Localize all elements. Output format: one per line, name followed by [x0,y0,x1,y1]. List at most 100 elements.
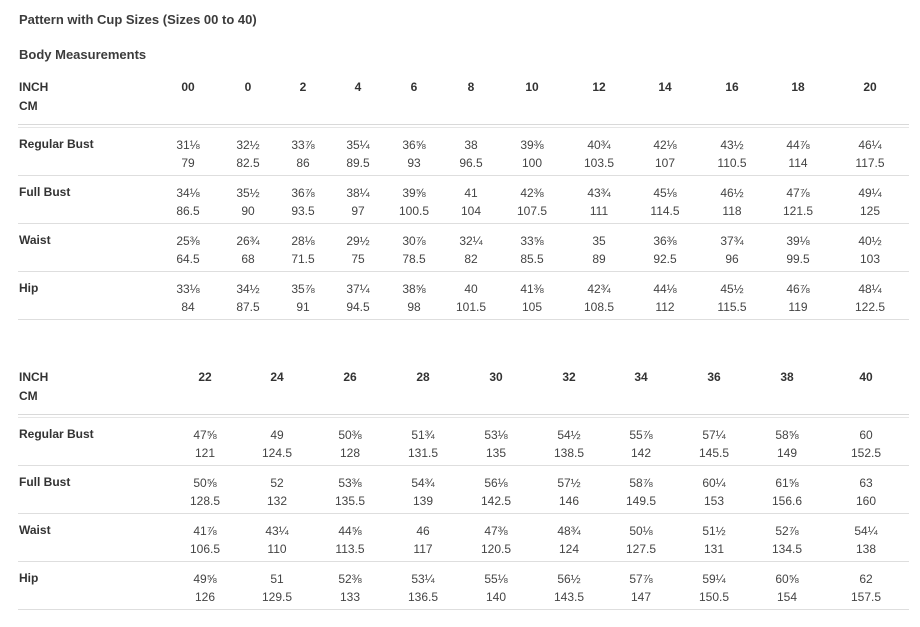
inch-value: 53⅜ [338,476,362,490]
cm-value: 105 [521,300,543,314]
cm-value: 107 [654,156,676,170]
cm-value: 125 [859,204,881,218]
measurement-cell: 47⅝ 121 [175,426,235,462]
cm-value: 153 [703,494,725,508]
measurement-cell: 36⅞ 93.5 [273,184,333,220]
measurement-cell: 63 160 [836,474,896,510]
measurement-cell: 51¾ 131.5 [393,426,453,462]
measurement-cell: 45½ 115.5 [702,280,762,316]
inch-value: 40½ [858,234,882,248]
cm-value: 82.5 [236,156,260,170]
table-header: INCH CM 22 24 26 28 30 32 34 36 38 40 [18,370,909,414]
inch-value: 51½ [702,524,726,538]
inch-value: 63 [859,476,873,490]
cm-value: 121.5 [782,204,814,218]
cm-value: 78.5 [402,252,426,266]
cm-value: 111 [589,204,609,218]
measurement-cell: 56½ 143.5 [539,570,599,606]
cm-value: 147 [630,590,652,604]
inch-value: 45⅛ [653,186,677,200]
cm-value: 152.5 [850,446,882,460]
inch-value: 60¼ [702,476,726,490]
measurement-cell: 42⅜ 107.5 [502,184,562,220]
inch-value: 43¼ [265,524,289,538]
cm-value: 149.5 [625,494,657,508]
cm-value: 128 [339,446,361,460]
inch-value: 47⅞ [786,186,810,200]
cm-value: 117.5 [855,156,885,170]
inch-value: 37¼ [346,282,370,296]
cm-value: 84 [181,300,195,314]
row-label: Hip [19,281,39,295]
size-header: 28 [416,370,430,384]
measurement-cell: 38¼ 97 [328,184,388,220]
inch-value: 52⅞ [775,524,799,538]
inch-value: 48¾ [557,524,581,538]
measurement-cell: 57½ 146 [539,474,599,510]
cm-value: 91 [296,300,310,314]
measurement-cell: 38⅝ 98 [384,280,444,316]
cm-value: 90 [241,204,255,218]
measurement-cell: 44⅛ 112 [635,280,695,316]
measurement-cell: 57¼ 145.5 [684,426,744,462]
inch-value: 46½ [720,186,744,200]
cm-value: 86.5 [176,204,200,218]
measurement-cell: 49⅝ 126 [175,570,235,606]
measurement-cell: 34⅛ 86.5 [158,184,218,220]
cm-value: 127.5 [625,542,657,556]
measurement-cell: 58⅞ 149.5 [611,474,671,510]
size-header: 14 [658,80,672,94]
inch-value: 36⅞ [291,186,315,200]
cm-value: 75 [351,252,365,266]
inch-value: 35 [592,234,606,248]
cm-value: 129.5 [261,590,293,604]
cm-value: 131.5 [407,446,439,460]
inch-value: 51 [270,572,284,586]
inch-value: 38⅝ [402,282,426,296]
measurement-cell: 48¾ 124 [539,522,599,558]
size-header: 00 [181,80,195,94]
size-header: 24 [270,370,284,384]
inch-value: 58⅝ [775,428,799,442]
measurement-cell: 35½ 90 [218,184,278,220]
size-header: 0 [244,80,252,94]
measurement-cell: 38 96.5 [441,136,501,172]
measurement-cell: 35 89 [569,232,629,268]
inch-value: 54¼ [854,524,878,538]
size-header: 6 [410,80,418,94]
cm-value: 135.5 [334,494,366,508]
inch-value: 53⅛ [484,428,508,442]
measurement-cell: 28⅛ 71.5 [273,232,333,268]
inch-value: 35¼ [346,138,370,152]
table-row: Waist 25⅜ 64.5 26¾ 68 28⅛ 71.5 29½ 75 30⅞ 78.5 32¼ 8… [18,224,909,272]
measurement-cell: 59¼ 150.5 [684,570,744,606]
measurement-cell: 39⅝ 100.5 [384,184,444,220]
measurement-cell: 47⅞ 121.5 [768,184,828,220]
cm-value: 138 [855,542,877,556]
cm-value: 118 [722,204,742,218]
measurement-cell: 37¾ 96 [702,232,762,268]
measurement-cell: 40½ 103 [840,232,900,268]
measurement-cell: 42⅛ 107 [635,136,695,172]
measurement-cell: 61⅝ 156.6 [757,474,817,510]
row-label: Full Bust [19,475,71,489]
inch-value: 41⅜ [520,282,544,296]
cm-value: 87.5 [236,300,260,314]
cm-value: 114.5 [650,204,680,218]
inch-value: 44⅞ [786,138,810,152]
measurement-cell: 62 157.5 [836,570,896,606]
size-header: 2 [299,80,307,94]
cm-value: 68 [241,252,255,266]
measurement-cell: 58⅝ 149 [757,426,817,462]
measurement-cell: 35⅞ 91 [273,280,333,316]
inch-value: 57¼ [702,428,726,442]
cm-value: 149 [776,446,798,460]
inch-value: 34½ [236,282,260,296]
cm-value: 135 [485,446,507,460]
inch-value: 33⅞ [291,138,315,152]
cm-value: 124.5 [261,446,293,460]
measurement-cell: 60⅝ 154 [757,570,817,606]
cm-value: 136.5 [407,590,439,604]
measurements-table-sizes-22-40: INCH CM 22 24 26 28 30 32 34 36 38 40 Regular Bust 47… [18,370,909,610]
measurements-table-sizes-00-20: INCH CM 00 0 2 4 6 8 10 12 14 16 18 20 Regular Bust 31⅛… [18,80,909,320]
